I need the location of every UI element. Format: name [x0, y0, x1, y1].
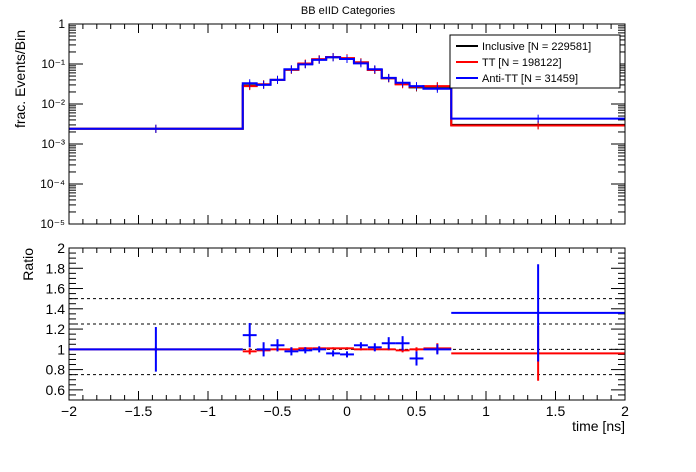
ratio-y-tick-label: 1.6 — [46, 281, 66, 297]
x-tick-label: 1 — [482, 403, 490, 419]
series-line-anti-tt — [69, 56, 625, 130]
x-axis-label: time [ns] — [572, 418, 625, 434]
ratio-panel-ticks: 0.6 0.8 1 1.2 1.4 1.6 1.8 2 −2 −1.5 −1 −0.5 0 0.5 1 1.5… — [46, 240, 630, 419]
top-y-tick-label: 10⁻² — [41, 97, 65, 111]
x-tick-label: −1.5 — [125, 403, 153, 419]
legend-label-tt: TT [N = 198122] — [482, 57, 562, 69]
ratio-y-tick-label: 0.8 — [46, 362, 66, 378]
legend-box — [449, 34, 621, 89]
x-tick-label: 0.5 — [407, 403, 427, 419]
x-tick-label: 2 — [621, 403, 629, 419]
x-tick-label: 1.5 — [546, 403, 566, 419]
x-tick-label: 0 — [343, 403, 351, 419]
legend-label-anti-tt: Anti-TT [N = 31459] — [482, 73, 578, 85]
ratio-y-tick-label: 1.4 — [46, 301, 66, 317]
top-y-tick-label: 10⁻⁵ — [40, 217, 65, 231]
chart-title: BB eIID Categories — [301, 5, 396, 17]
top-y-tick-label: 10⁻³ — [41, 137, 65, 151]
x-tick-label: −0.5 — [264, 403, 292, 419]
top-y-tick-label: 1 — [58, 17, 65, 31]
ratio-y-tick-label: 1 — [57, 341, 65, 357]
top-panel-frame — [68, 23, 626, 225]
top-y-tick-label: 10⁻⁴ — [40, 177, 65, 191]
legend-label-inclusive: Inclusive [N = 229581] — [482, 41, 591, 53]
top-y-tick-label: 10⁻¹ — [41, 57, 65, 71]
ratio-panel: 0.6 0.8 1 1.2 1.4 1.6 1.8 2 −2 −1.5 −1 −0.5 0 0.5 1 1.5… — [46, 240, 630, 419]
top-panel: 10⁻⁵ 10⁻⁴ 10⁻³ 10⁻² 10⁻¹ 1 Inclusive [N = 229… — [40, 17, 626, 231]
ratio-y-axis-label: Ratio — [20, 248, 36, 281]
top-y-axis-label: frac. Events/Bin — [12, 30, 28, 128]
top-panel-ticks: 10⁻⁵ 10⁻⁴ 10⁻³ 10⁻² 10⁻¹ 1 — [40, 17, 626, 231]
x-tick-label: −2 — [61, 403, 77, 419]
legend: Inclusive [N = 229581] TT [N = 198122] A… — [449, 34, 621, 89]
x-tick-label: −1 — [200, 403, 216, 419]
ratio-y-tick-label: 0.6 — [46, 382, 66, 398]
ratio-panel-series — [69, 264, 625, 381]
ratio-panel-frame — [68, 247, 626, 401]
ratio-y-tick-label: 1.2 — [46, 321, 66, 337]
ratio-y-tick-label: 2 — [57, 240, 65, 256]
top-panel-series — [69, 52, 625, 133]
ratio-y-tick-label: 1.8 — [46, 260, 66, 276]
